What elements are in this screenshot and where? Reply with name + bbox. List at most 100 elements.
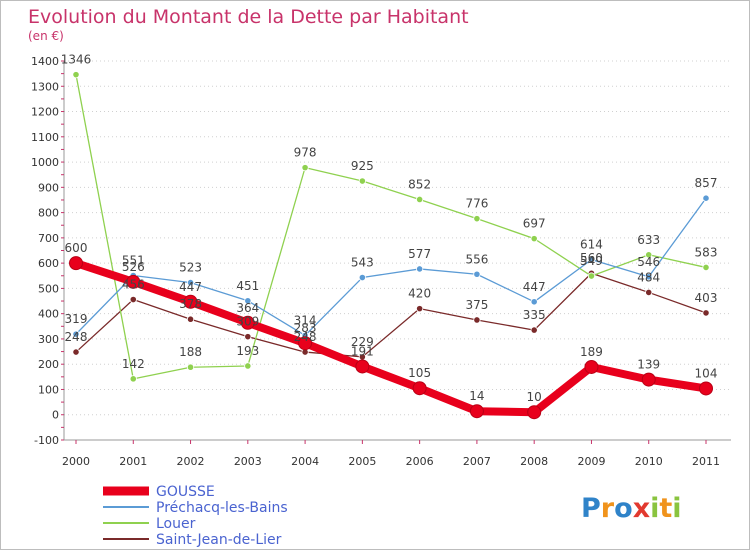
x-tick-label-3: 2003 [234,455,262,468]
data-label-2-2: 188 [179,345,202,359]
data-label-3-5: 229 [351,335,374,349]
data-label-2-10: 633 [637,233,660,247]
data-point-2-3 [244,362,252,370]
series-line-0 [72,259,710,417]
data-label-2-11: 583 [695,245,718,259]
x-tick-label-8: 2008 [520,455,548,468]
data-point-0-7 [469,404,484,419]
data-label-1-6: 577 [408,247,431,261]
legend-label-3: Saint-Jean-de-Lier [156,532,282,548]
data-point-2-5 [358,177,366,185]
data-point-3-1 [129,295,137,304]
data-label-1-8: 447 [523,280,546,294]
data-label-3-9: 560 [580,251,603,265]
data-label-1-1: 551 [122,254,145,268]
logo-letter-5: t [659,493,672,524]
data-label-2-6: 852 [408,177,431,191]
data-point-1-9 [587,255,596,264]
data-label-0-8: 10 [527,390,542,404]
data-point-3-7 [473,316,481,324]
y-tick-label-9: 800 [38,207,59,220]
y-tick-label-14: 1300 [31,80,59,93]
y-tick-label-3: 200 [38,358,59,371]
data-label-0-11: 104 [695,366,718,380]
data-point-0-1 [126,274,141,289]
data-point-2-2 [186,363,195,371]
data-label-1-2: 523 [179,261,202,275]
series-line-1 [75,197,707,337]
data-label-2-7: 776 [465,197,488,211]
chart-title: Evolution du Montant de la Dette par Hab… [28,6,469,28]
proxiti-logo: Proxiti [581,493,682,524]
legend-label-2: Louer [156,516,196,532]
chart-subtitle: (en €) [28,29,64,43]
data-point-3-11 [702,309,710,317]
y-tick-label-12: 1100 [31,131,59,144]
series-3 [72,269,710,361]
x-tick-label-6: 2006 [406,455,434,468]
data-label-1-11: 857 [695,176,718,190]
data-label-2-5: 925 [351,159,374,173]
y-tick-label-7: 600 [38,257,59,270]
data-label-3-2: 378 [179,297,202,311]
data-point-0-9 [584,359,599,374]
series-line-2 [75,73,707,380]
data-label-3-6: 420 [408,287,431,301]
y-tick-label-0: -100 [34,434,59,447]
data-point-0-2 [183,294,198,309]
data-point-3-10 [645,288,653,297]
data-label-1-4: 314 [294,313,317,327]
y-tick-label-1: 0 [52,409,59,422]
data-label-2-9: 549 [580,254,603,268]
x-tick-label-11: 2011 [692,455,720,468]
x-tick-label-4: 2004 [291,455,319,468]
data-label-1-10: 546 [637,255,660,269]
data-label-0-2: 447 [179,280,202,294]
data-point-2-6 [416,195,424,204]
data-label-2-8: 697 [523,217,546,231]
data-label-0-10: 139 [637,358,660,372]
data-label-2-1: 142 [122,357,145,371]
data-label-1-9: 614 [580,238,603,252]
data-label-1-7: 556 [465,252,488,266]
data-label-2-4: 978 [294,146,317,160]
data-point-0-11 [699,381,713,396]
axes: -100 0 100 200 300 400 500 600 700 800 900 1000 1100… [31,55,731,468]
data-label-3-11: 403 [695,291,718,305]
data-point-0-4 [298,336,313,351]
data-point-3-3 [244,333,252,341]
data-label-3-7: 375 [465,298,488,312]
data-point-3-6 [416,305,424,313]
series-2 [72,71,710,383]
y-tick-label-6: 500 [38,282,59,295]
logo-letter-6: i [672,493,681,524]
data-point-1-5 [358,273,366,282]
y-tick-label-2: 100 [38,383,59,396]
legend-label-1: Préchacq-les-Bains [156,500,288,516]
data-point-1-3 [244,297,252,305]
data-point-1-7 [473,270,481,278]
logo-letter-1: r [601,493,615,524]
series-group: 600 526 447 364 283 191 105 14 10 189 139 104 319 551… [61,53,718,420]
data-point-2-7 [473,215,481,223]
logo-letter-4: i [650,493,659,524]
data-point-0-8 [527,405,542,420]
y-tick-label-4: 300 [38,333,59,346]
data-point-3-2 [186,315,195,323]
data-point-1-11 [702,194,710,202]
series-0 [69,256,713,420]
data-point-0-5 [355,359,370,374]
data-label-0-4: 283 [294,321,317,335]
data-label-0-6: 105 [408,366,431,380]
data-point-2-10 [645,251,653,259]
y-tick-label-13: 1200 [31,106,59,119]
logo-letter-0: P [581,493,601,524]
data-point-1-8 [530,298,538,306]
data-point-1-2 [186,278,195,287]
data-point-2-9 [587,272,596,280]
data-label-2-0: 1346 [61,53,92,67]
logo-letter-3: x [633,493,650,524]
data-point-2-11 [702,263,710,272]
